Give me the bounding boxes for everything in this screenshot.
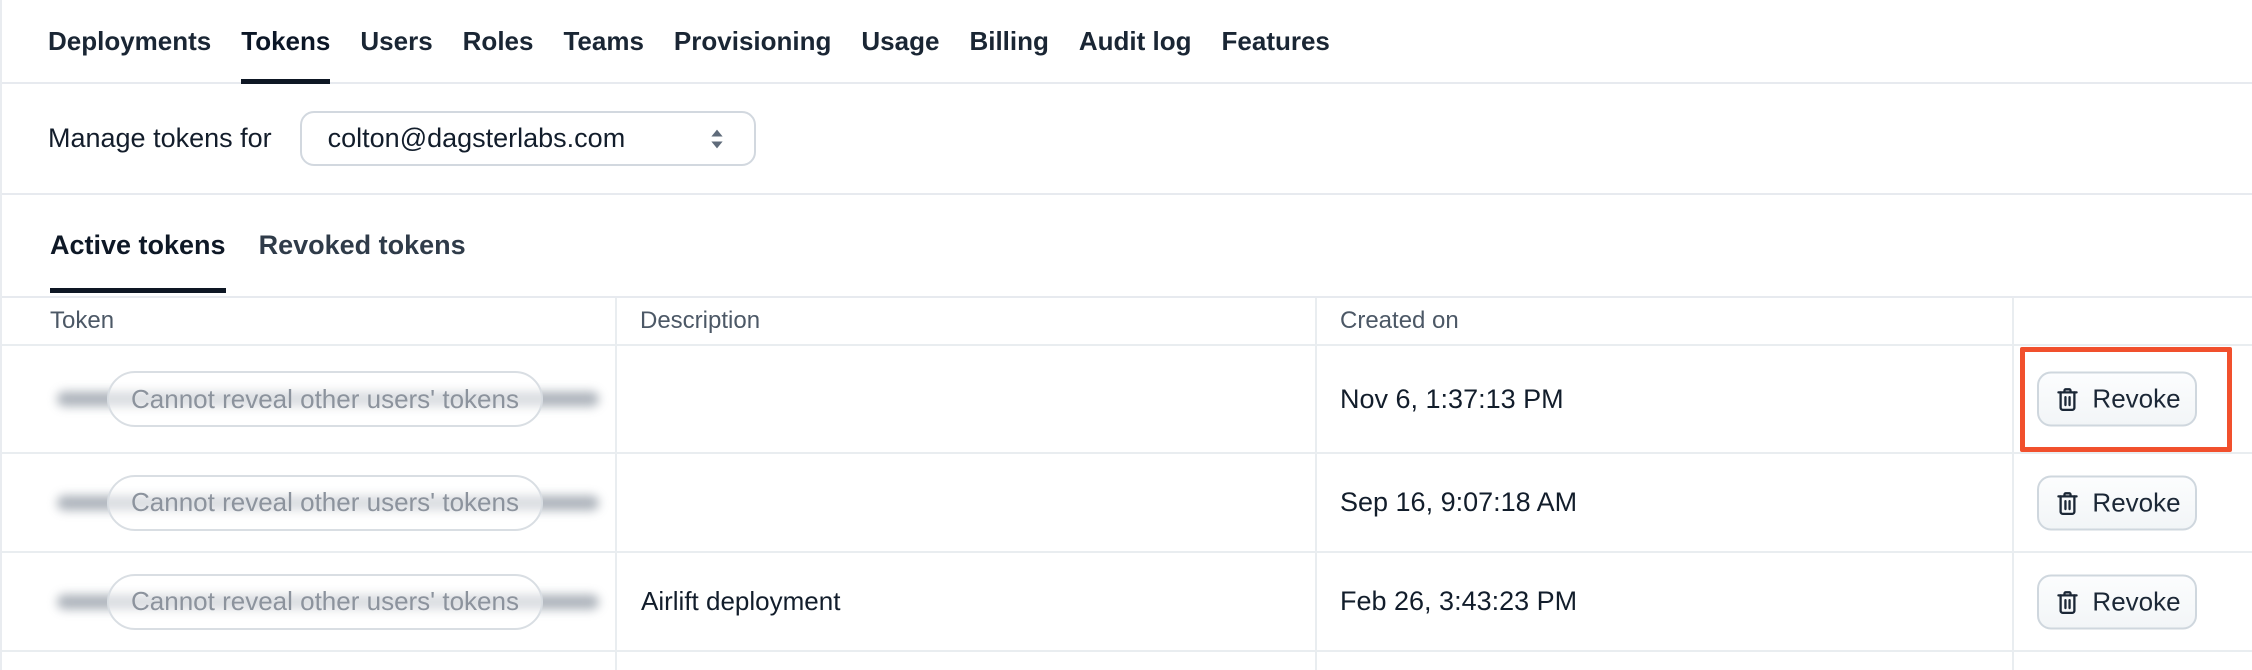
token-cell [2, 652, 617, 670]
token-cell: Cannot reveal other users' tokens [2, 553, 617, 652]
nav-tab-teams[interactable]: Teams [563, 25, 644, 56]
user-select-value: colton@dagsterlabs.com [327, 123, 626, 153]
header-description: Description [617, 298, 1317, 346]
tab-active-tokens[interactable]: Active tokens [50, 195, 226, 296]
actions-cell: Revoke [2014, 553, 2252, 652]
created-on-cell: Nov 6, 1:37:13 PM [1317, 346, 2014, 454]
nav-tab-features[interactable]: Features [1221, 25, 1330, 56]
trash-icon [2057, 491, 2079, 515]
created-on-cell: Feb 26, 3:43:23 PM [1317, 553, 2014, 652]
revoke-button[interactable]: Revoke [2037, 574, 2197, 629]
tokens-table: Token Description Created on Cannot reve… [2, 296, 2252, 670]
header-token: Token [2, 298, 617, 346]
revoke-button-label: Revoke [2092, 383, 2181, 414]
actions-cell [2014, 652, 2252, 670]
description-cell [617, 346, 1317, 454]
revoke-button-label: Revoke [2092, 586, 2181, 616]
tab-revoked-tokens[interactable]: Revoked tokens [258, 230, 466, 260]
nav-tab-billing[interactable]: Billing [969, 25, 1049, 56]
token-masked-pill: Cannot reveal other users' tokens [107, 573, 543, 630]
trash-icon [2057, 388, 2079, 412]
header-actions [2014, 298, 2252, 346]
description-cell [617, 454, 1317, 553]
nav-tab-usage[interactable]: Usage [861, 25, 940, 56]
token-cell: Cannot reveal other users' tokens [2, 454, 617, 553]
header-created-on: Created on [1317, 298, 2014, 346]
table-row: Cannot reveal other users' tokens Nov 6,… [2, 346, 2252, 454]
nav-tab-tokens[interactable]: Tokens [241, 0, 331, 84]
manage-tokens-label: Manage tokens for [48, 123, 272, 153]
created-on-cell: Sep 16, 9:07:18 AM [1317, 454, 2014, 553]
nav-tab-deployments[interactable]: Deployments [48, 25, 212, 56]
nav-tab-audit-log[interactable]: Audit log [1078, 25, 1192, 56]
created-on-cell [1317, 652, 2014, 670]
revoke-button[interactable]: Revoke [2037, 371, 2197, 427]
description-cell [617, 652, 1317, 670]
table-header-row: Token Description Created on [2, 298, 2252, 346]
revoke-button-label: Revoke [2092, 487, 2181, 517]
nav-tab-users[interactable]: Users [360, 25, 433, 56]
token-masked-pill: Cannot reveal other users' tokens [107, 474, 543, 531]
table-row-partial [2, 652, 2252, 670]
table-row: Cannot reveal other users' tokens Airlif… [2, 553, 2252, 652]
actions-cell: Revoke [2014, 346, 2252, 454]
manage-tokens-bar: Manage tokens for colton@dagsterlabs.com [2, 84, 2252, 195]
token-cell: Cannot reveal other users' tokens [2, 346, 617, 454]
trash-icon [2057, 590, 2079, 614]
caret-up-down-icon [711, 129, 723, 148]
table-row: Cannot reveal other users' tokens Sep 16… [2, 454, 2252, 553]
user-select[interactable]: colton@dagsterlabs.com [299, 111, 756, 166]
token-tabs: Active tokens Revoked tokens [2, 195, 2252, 296]
nav-tab-provisioning[interactable]: Provisioning [673, 25, 832, 56]
nav-tab-roles[interactable]: Roles [462, 25, 534, 56]
description-cell: Airlift deployment [617, 553, 1317, 652]
revoke-button[interactable]: Revoke [2037, 475, 2197, 530]
actions-cell: Revoke [2014, 454, 2252, 553]
token-masked-pill: Cannot reveal other users' tokens [107, 371, 543, 427]
top-nav: Deployments Tokens Users Roles Teams Pro… [2, 0, 2252, 84]
